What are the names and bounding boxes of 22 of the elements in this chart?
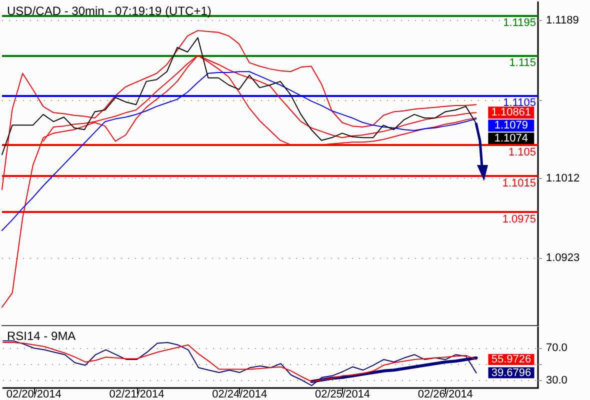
x-tick-label: 02/26/2014 bbox=[418, 388, 473, 400]
x-tick-label: 02/24/2014 bbox=[212, 388, 268, 400]
x-tick-label: 02/21/2014 bbox=[109, 388, 164, 400]
data-label: 1.1079 bbox=[494, 120, 528, 132]
y-tick-label: 70.0 bbox=[546, 342, 568, 354]
data-label: 1.1074 bbox=[494, 132, 528, 145]
y-tick-label: 1.0923 bbox=[546, 252, 580, 264]
ref-line-label: 1.1195 bbox=[503, 16, 536, 29]
chart-title: USD/CAD - 30min - 07:19:19 (UTC+1) bbox=[7, 4, 212, 18]
y-tick-label: 1.1012 bbox=[546, 172, 580, 185]
ref-line-label: 1.115 bbox=[509, 57, 536, 70]
x-tick-label: 02/20/2014 bbox=[6, 388, 62, 400]
ref-line-label: 1.105 bbox=[508, 146, 536, 158]
data-label: 1.10861 bbox=[491, 106, 532, 119]
ref-line-label: 1.1015 bbox=[502, 178, 536, 190]
y-tick-label: 1.1189 bbox=[546, 14, 579, 27]
data-label: 39.6796 bbox=[491, 366, 532, 379]
data-label: 55.9726 bbox=[491, 354, 532, 366]
chart-title: RSI14 - 9MA bbox=[7, 329, 76, 343]
y-tick-label: 30.0 bbox=[546, 374, 568, 387]
x-tick-label: 02/25/2014 bbox=[314, 388, 370, 400]
ref-line-label: 1.0975 bbox=[502, 213, 536, 226]
